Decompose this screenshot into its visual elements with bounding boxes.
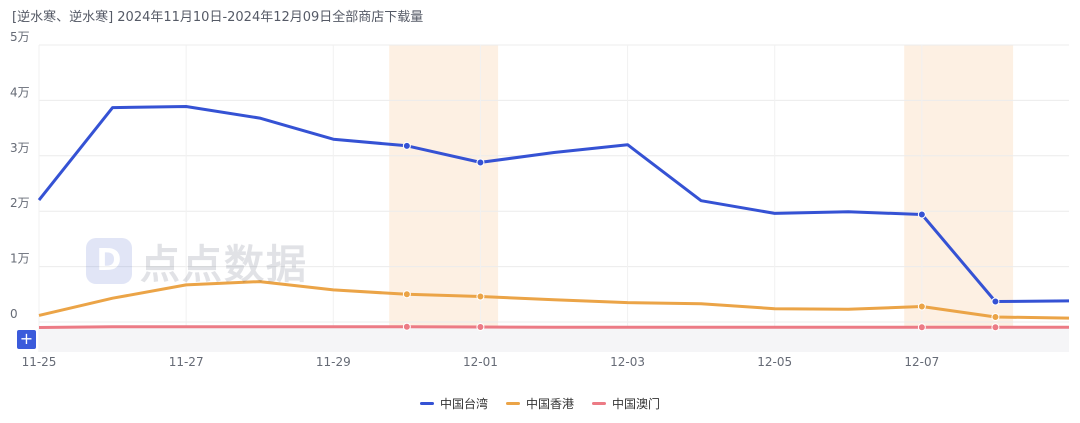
legend-label: 中国香港 — [525, 397, 574, 411]
series-point-1 — [476, 292, 485, 301]
legend-swatch — [505, 402, 520, 405]
legend-label: 中国澳门 — [612, 397, 661, 411]
legend-item-2[interactable]: 中国澳门 — [592, 395, 660, 412]
series-point-2 — [917, 323, 926, 332]
series-point-0 — [402, 141, 411, 150]
series-point-1 — [991, 313, 1000, 322]
x-tick-label: 11-27 — [169, 355, 204, 369]
series-line-1 — [38, 280, 1070, 320]
legend-item-1[interactable]: 中国香港 — [505, 395, 574, 412]
legend: 中国台湾 中国香港 中国澳门 — [0, 395, 1080, 412]
series-line-0 — [37, 105, 1070, 303]
x-tick-label: 11-25 — [22, 355, 57, 369]
y-tick-label: 4万 — [10, 85, 30, 99]
chart-title: [逆水寒、逆水寒] 2024年11月10日-2024年12月09日全部商店下载量 — [12, 10, 424, 25]
y-tick-label: 3万 — [10, 141, 30, 155]
y-tick-label: 1万 — [10, 252, 30, 266]
series-point-0 — [991, 297, 1000, 306]
x-tick-label: 12-07 — [904, 355, 939, 369]
series-point-2 — [476, 322, 485, 331]
legend-swatch — [419, 402, 434, 405]
x-tick-label: 12-05 — [757, 355, 792, 369]
series-point-0 — [917, 210, 926, 219]
series-point-1 — [917, 302, 926, 311]
highlight-band-0 — [389, 45, 499, 352]
y-tick-label: 0 — [10, 307, 18, 321]
series-point-2 — [991, 323, 1000, 332]
line-chart: 0 1万 2万 3万 4万 5万 11-25 11-27 11-29 12-01 12-03 12-0… — [10, 30, 1070, 369]
series-line-2 — [38, 325, 1069, 329]
x-tick-label: 12-01 — [463, 355, 498, 369]
legend-swatch — [592, 402, 606, 405]
add-button[interactable]: + — [17, 330, 36, 349]
series-point-1 — [402, 290, 411, 299]
series-point-0 — [476, 158, 485, 167]
series-point-2 — [402, 322, 411, 331]
legend-item-0[interactable]: 中国台湾 — [419, 395, 488, 412]
legend-label: 中国台湾 — [439, 397, 488, 411]
y-tick-label: 5万 — [10, 30, 30, 44]
x-tick-label: 11-29 — [316, 355, 351, 369]
x-tick-label: 12-03 — [610, 355, 645, 369]
zoom-strip — [39, 328, 1069, 352]
y-tick-label: 2万 — [10, 196, 30, 210]
